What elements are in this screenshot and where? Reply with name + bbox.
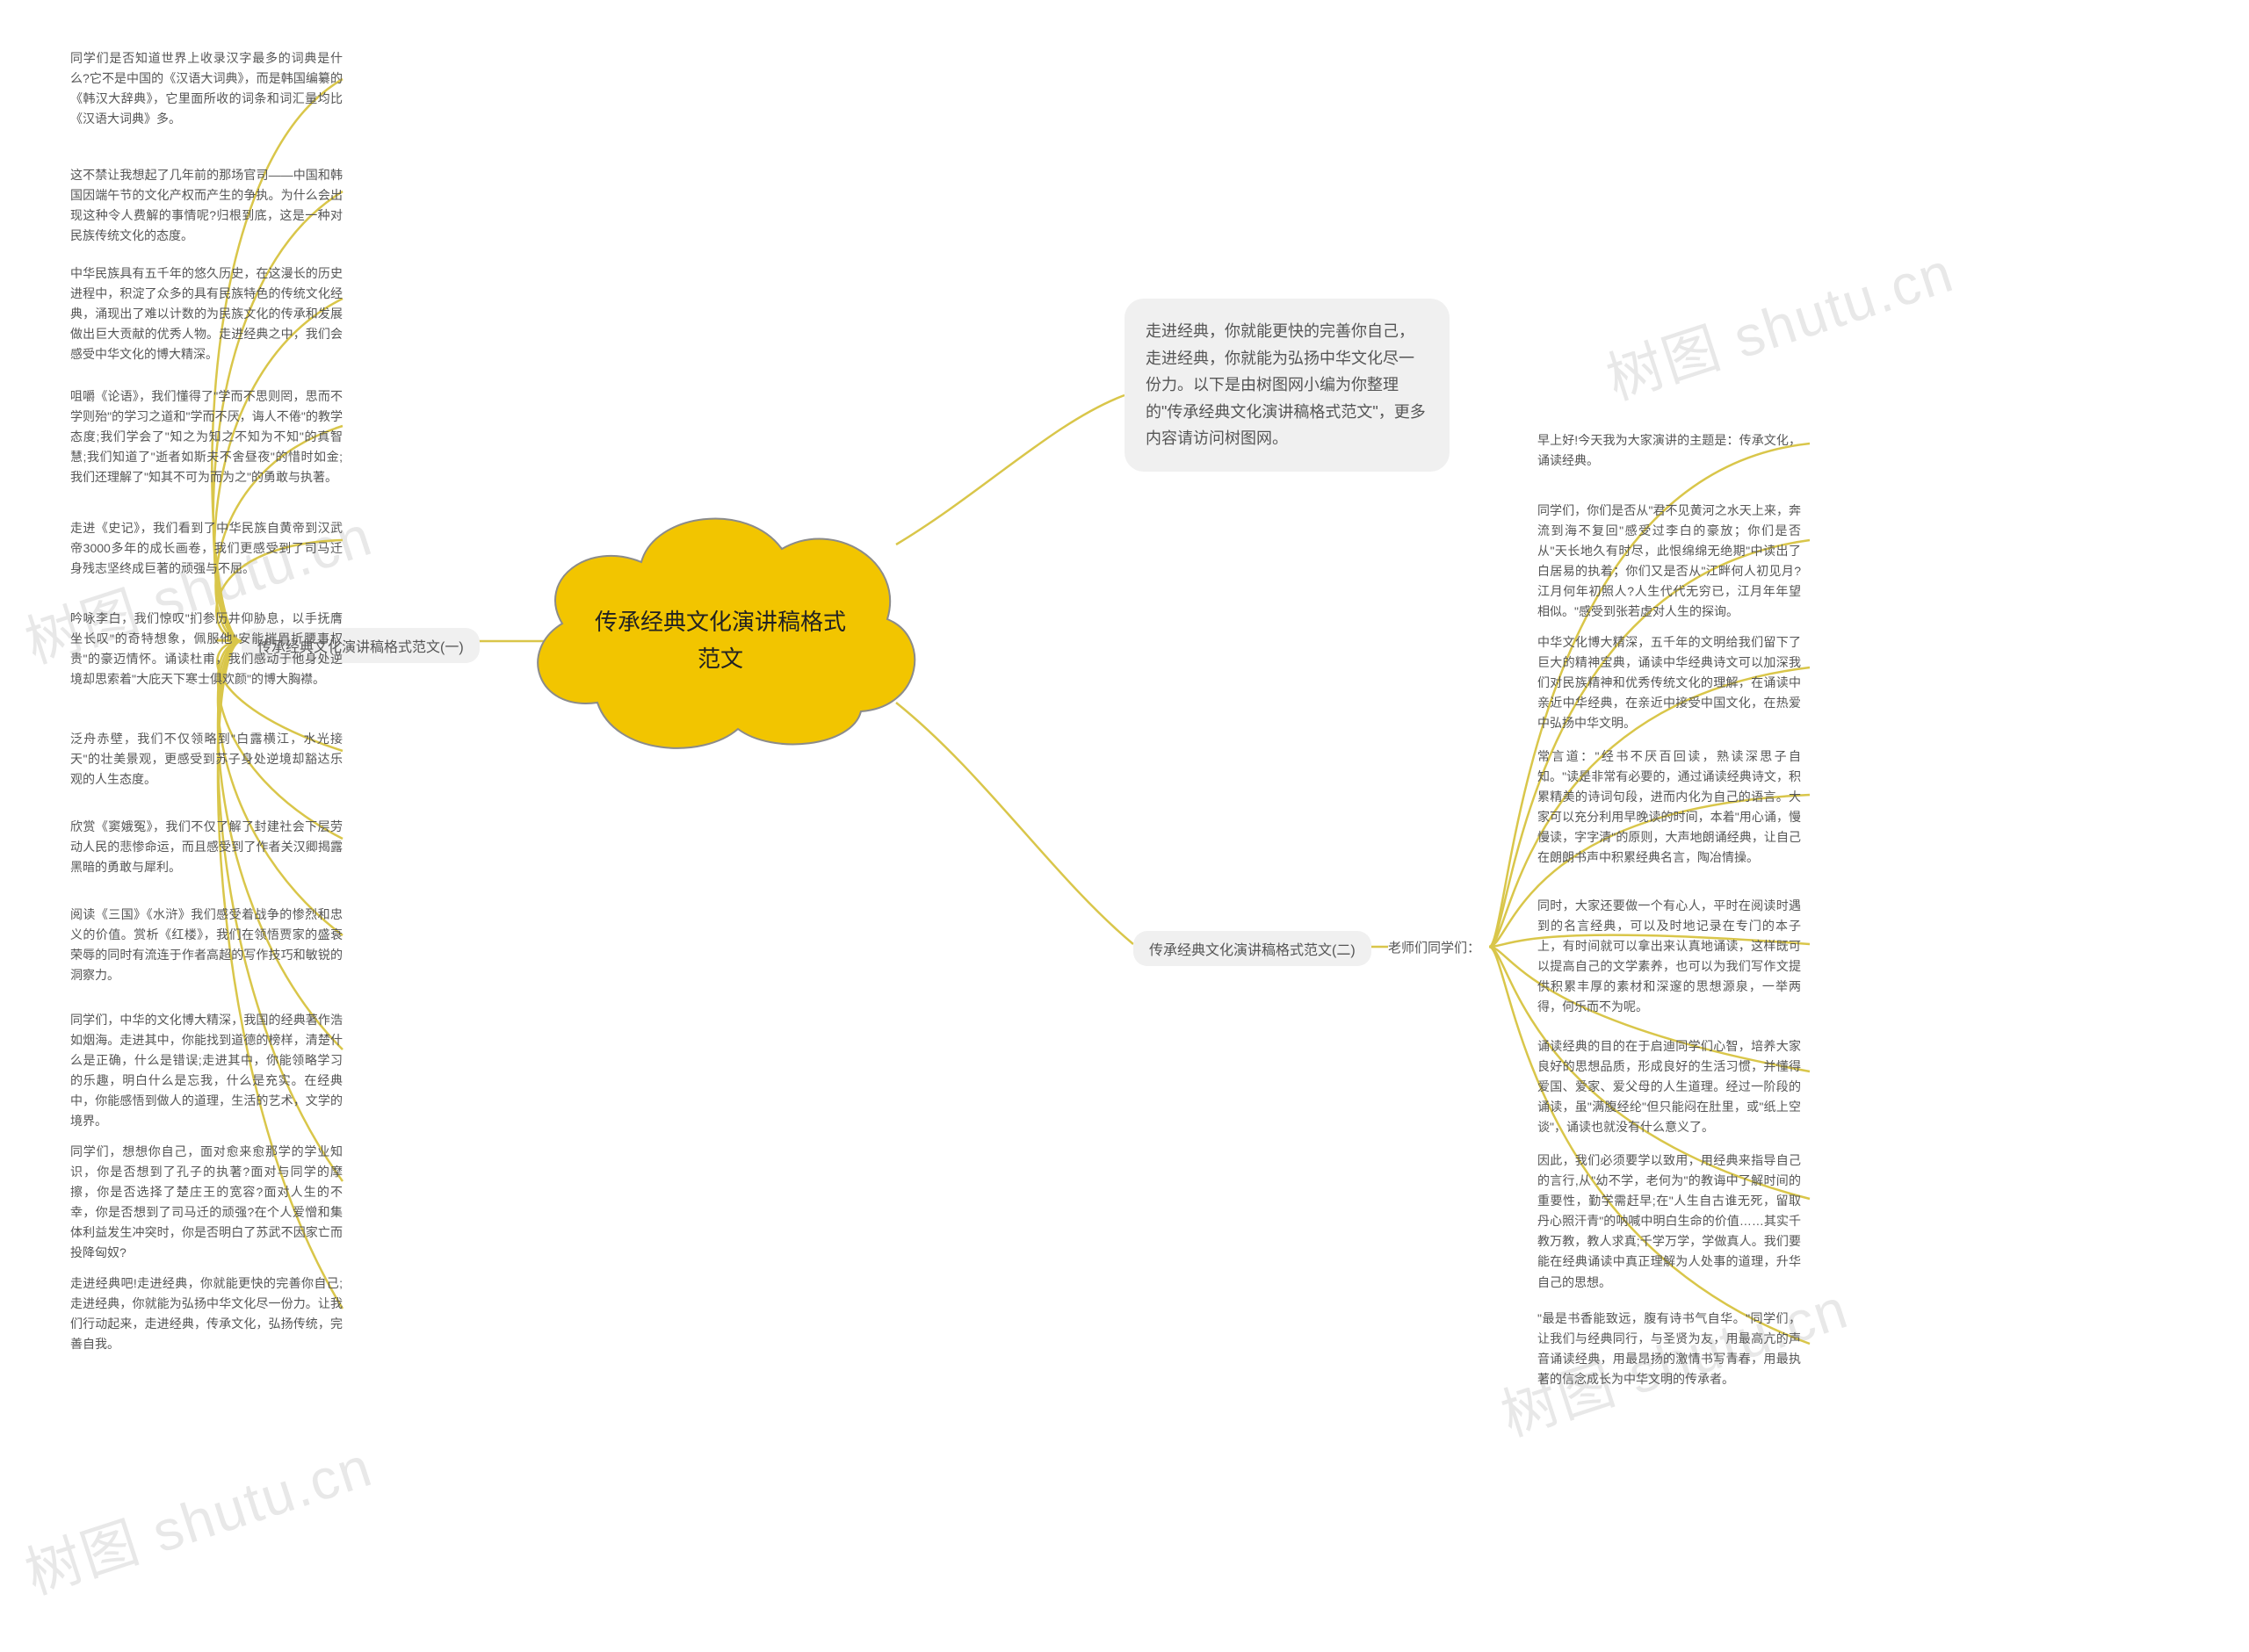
right-leaf: 中华文化博大精深，五千年的文明给我们留下了巨大的精神宝典，诵读中华经典诗文可以加… bbox=[1537, 632, 1801, 733]
right-leaf: "最是书香能致远，腹有诗书气自华。"同学们，让我们与经典同行，与圣贤为友，用最高… bbox=[1537, 1309, 1801, 1389]
mindmap-canvas: 树图 shutu.cn 树图 shutu.cn 树图 shutu.cn 树图 s… bbox=[0, 0, 2249, 1652]
intro-box: 走进经典，你就能更快的完善你自己，走进经典，你就能为弘扬中华文化尽一份力。以下是… bbox=[1124, 299, 1450, 472]
left-leaf: 咀嚼《论语》，我们懂得了"学而不思则罔，思而不学则殆"的学习之道和"学而不厌，诲… bbox=[70, 386, 343, 487]
right-leaf: 早上好!今天我为大家演讲的主题是：传承文化，诵读经典。 bbox=[1537, 430, 1801, 471]
right-leaf: 同学们，你们是否从"君不见黄河之水天上来，奔流到海不复回"感受过李白的豪放；你们… bbox=[1537, 501, 1801, 623]
center-title: 传承经典文化演讲稿格式 范文 bbox=[589, 604, 852, 677]
left-leaf: 吟咏李白，我们惊叹"扪参历井仰胁息，以手抚膺坐长叹"的奇特想象，佩服他"安能摧眉… bbox=[70, 609, 343, 689]
right-leaf: 同时，大家还要做一个有心人，平时在阅读时遇到的名言经典，可以及时地记录在专门的本… bbox=[1537, 896, 1801, 1018]
right-leaf: 常言道："经书不厌百回读，熟读深思子自知。"读是非常有必要的，通过诵读经典诗文，… bbox=[1537, 747, 1801, 869]
left-leaf: 同学们，想想你自己，面对愈来愈那学的学业知识，你是否想到了孔子的执著?面对与同学… bbox=[70, 1142, 343, 1264]
left-leaf: 中华民族具有五千年的悠久历史，在这漫长的历史进程中，积淀了众多的具有民族特色的传… bbox=[70, 263, 343, 364]
right-leaf: 诵读经典的目的在于启迪同学们心智，培养大家良好的思想品质，形成良好的生活习惯，并… bbox=[1537, 1036, 1801, 1137]
right-leaf: 因此，我们必须要学以致用，用经典来指导自己的言行,从"幼不学，老何为"的教诲中了… bbox=[1537, 1151, 1801, 1293]
left-leaf: 泛舟赤壁，我们不仅领略到"白露横江，水光接天"的壮美景观，更感受到苏子身处逆境却… bbox=[70, 729, 343, 790]
watermark: 树图 shutu.cn bbox=[1595, 227, 1963, 415]
left-leaf: 阅读《三国》《水浒》我们感受着战争的惨烈和忠义的价值。赏析《红楼》，我们在领悟贾… bbox=[70, 905, 343, 985]
left-leaf: 同学们，中华的文化博大精深，我国的经典著作浩如烟海。走进其中，你能找到道德的榜样… bbox=[70, 1010, 343, 1132]
branch-right-label: 传承经典文化演讲稿格式范文(二) bbox=[1133, 931, 1371, 966]
left-leaf: 同学们是否知道世界上收录汉字最多的词典是什么?它不是中国的《汉语大词典》，而是韩… bbox=[70, 48, 343, 129]
center-title-line1: 传承经典文化演讲稿格式 bbox=[595, 609, 846, 635]
center-title-line2: 范文 bbox=[698, 646, 743, 672]
left-leaf: 走进《史记》，我们看到了中华民族自黄帝到汉武帝3000多年的成长画卷，我们更感受… bbox=[70, 518, 343, 579]
left-leaf: 走进经典吧!走进经典，你就能更快的完善你自己;走进经典，你就能为弘扬中华文化尽一… bbox=[70, 1273, 343, 1354]
left-leaf: 欣赏《窦娥冤》，我们不仅了解了封建社会下层劳动人民的悲惨命运，而且感受到了作者关… bbox=[70, 817, 343, 877]
left-leaf: 这不禁让我想起了几年前的那场官司——中国和韩国因端午节的文化产权而产生的争执。为… bbox=[70, 165, 343, 246]
watermark: 树图 shutu.cn bbox=[14, 1422, 381, 1610]
branch-right-sub: 老师们同学们： bbox=[1388, 938, 1480, 956]
